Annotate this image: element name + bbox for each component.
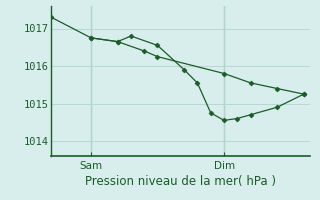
X-axis label: Pression niveau de la mer( hPa ): Pression niveau de la mer( hPa ) — [85, 175, 276, 188]
